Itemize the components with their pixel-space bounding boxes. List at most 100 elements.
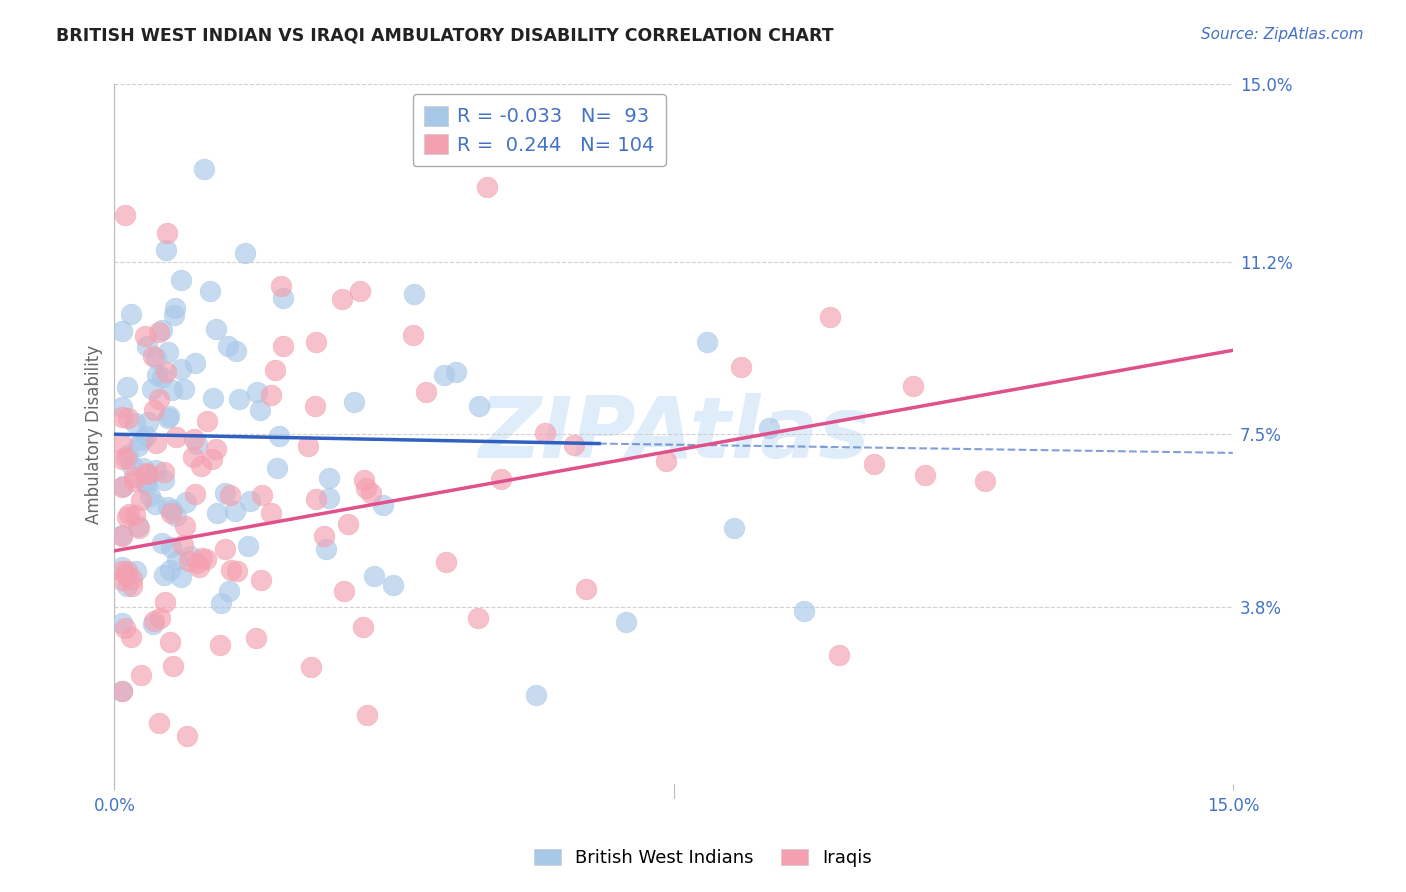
Point [236, 539, 259, 553]
Point [901, 379, 924, 393]
Point [163, 301, 186, 315]
Point [205, 506, 228, 520]
Point [165, 508, 187, 523]
Point [145, 436, 167, 450]
Point [218, 583, 240, 598]
Point [156, 500, 179, 514]
Point [112, 479, 135, 493]
Point [134, 329, 156, 343]
Point [111, 684, 134, 698]
Point [304, 399, 326, 413]
Point [297, 439, 319, 453]
Point [349, 284, 371, 298]
Point [433, 368, 456, 383]
Point [115, 510, 138, 524]
Point [150, 323, 173, 337]
Point [115, 565, 138, 579]
Point [305, 334, 328, 349]
Point [122, 469, 145, 483]
Point [219, 563, 242, 577]
Point [174, 519, 197, 533]
Point [246, 384, 269, 399]
Point [696, 335, 718, 350]
Point [343, 394, 366, 409]
Point [155, 365, 177, 379]
Point [173, 382, 195, 396]
Point [153, 465, 176, 479]
Point [134, 475, 156, 489]
Point [111, 451, 134, 466]
Point [135, 466, 157, 480]
Point [402, 327, 425, 342]
Point [132, 461, 155, 475]
Point [159, 564, 181, 578]
Point [124, 417, 146, 431]
Point [150, 535, 173, 549]
Point [239, 493, 262, 508]
Point [115, 568, 138, 582]
Point [863, 458, 886, 472]
Legend: R = -0.033   N=  93, R =  0.244   N= 104: R = -0.033 N= 93, R = 0.244 N= 104 [412, 95, 666, 166]
Point [186, 436, 208, 450]
Point [111, 615, 134, 630]
Point [209, 596, 232, 610]
Point [111, 573, 134, 587]
Legend: British West Indians, Iraqis: British West Indians, Iraqis [527, 841, 879, 874]
Point [526, 689, 548, 703]
Point [157, 409, 180, 424]
Point [157, 411, 180, 425]
Point [271, 292, 294, 306]
Point [195, 414, 218, 428]
Point [141, 382, 163, 396]
Point [562, 438, 585, 452]
Point [467, 611, 489, 625]
Point [354, 481, 377, 495]
Point [217, 339, 239, 353]
Point [434, 555, 457, 569]
Point [127, 518, 149, 533]
Point [820, 310, 842, 324]
Point [575, 582, 598, 596]
Point [444, 365, 467, 379]
Point [115, 450, 138, 465]
Point [148, 392, 170, 407]
Point [131, 433, 153, 447]
Point [121, 572, 143, 586]
Point [337, 516, 360, 531]
Point [111, 564, 134, 578]
Point [363, 568, 385, 582]
Point [120, 630, 142, 644]
Point [352, 620, 374, 634]
Point [489, 473, 512, 487]
Point [142, 349, 165, 363]
Point [186, 556, 208, 570]
Point [250, 488, 273, 502]
Point [793, 604, 815, 618]
Point [143, 498, 166, 512]
Point [271, 339, 294, 353]
Point [136, 415, 159, 429]
Point [117, 507, 139, 521]
Point [148, 326, 170, 340]
Point [260, 507, 283, 521]
Point [266, 460, 288, 475]
Point [219, 488, 242, 502]
Point [205, 442, 228, 456]
Point [191, 550, 214, 565]
Point [111, 529, 134, 543]
Point [135, 429, 157, 443]
Point [260, 387, 283, 401]
Point [111, 684, 134, 698]
Point [214, 486, 236, 500]
Point [318, 491, 340, 505]
Point [145, 351, 167, 365]
Point [138, 490, 160, 504]
Point [404, 286, 426, 301]
Point [205, 322, 228, 336]
Point [250, 574, 273, 588]
Point [157, 344, 180, 359]
Point [160, 541, 183, 555]
Point [128, 521, 150, 535]
Point [136, 478, 159, 492]
Point [193, 162, 215, 177]
